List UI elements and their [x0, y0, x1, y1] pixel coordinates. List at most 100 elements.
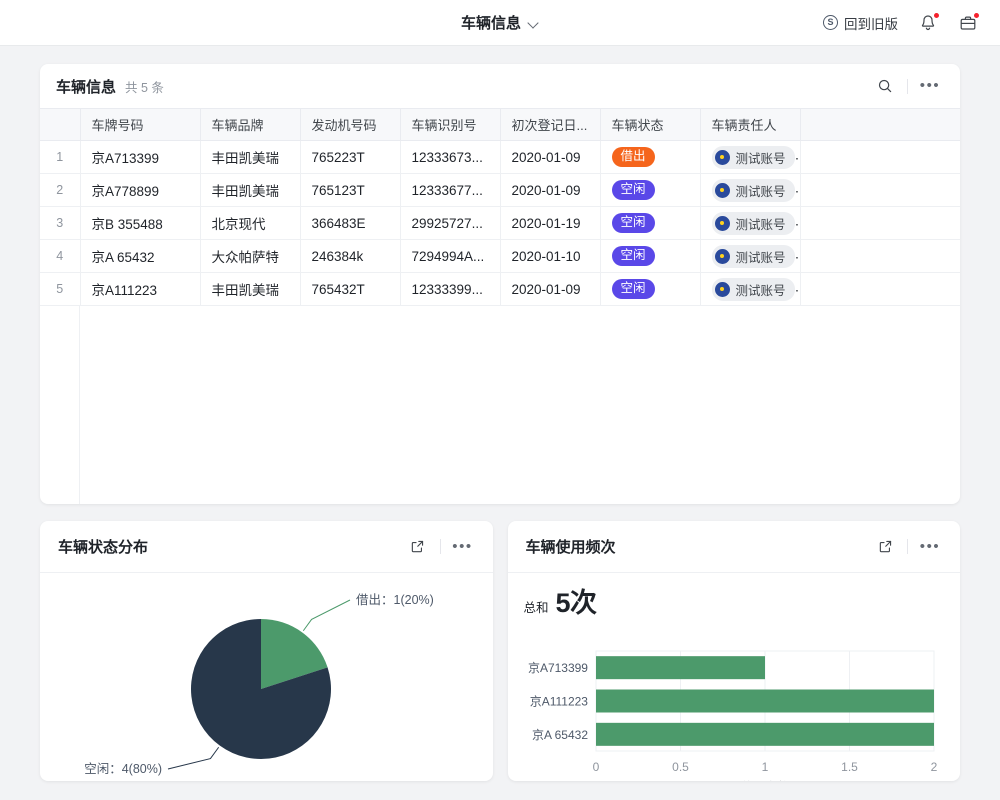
bar-x-axis-title: 使用次数 [740, 779, 788, 781]
search-button[interactable] [873, 74, 897, 98]
cell-brand: 丰田凯美瑞 [200, 173, 301, 207]
cell-engine: 765123T [300, 173, 401, 207]
cell-engine: 765223T [300, 140, 401, 174]
cell-brand: 丰田凯美瑞 [200, 140, 301, 174]
column-header-date[interactable]: 初次登记日... [500, 108, 601, 141]
cell-pad [800, 239, 960, 273]
bar-more-button[interactable]: ••• [918, 535, 942, 559]
workbench-button[interactable] [958, 11, 980, 33]
cell-plate: 京A111223 [80, 272, 201, 306]
usage-frequency-card: 车辆使用频次 ••• [507, 521, 960, 781]
owner-chip[interactable]: 测试账号 [711, 277, 795, 301]
owner-chip[interactable]: 测试账号 [711, 244, 795, 268]
cell-engine: 246384k [300, 239, 401, 273]
cell-owner: 测试账号 [700, 140, 801, 174]
table-row[interactable]: 2 京A778899 丰田凯美瑞 765123T 12333677... 2020-01-… [40, 173, 960, 207]
pie-card-title: 车辆状态分布 [58, 539, 149, 556]
cell-owner: 测试账号 [700, 206, 801, 240]
avatar [714, 149, 730, 165]
pie-chart[interactable]: 借出：1(20%) 空闲：4(80%) [40, 573, 493, 781]
search-icon [878, 79, 892, 93]
table-row[interactable]: 3 京B 355488 北京现代 366483E 29925727... 2020-01-… [40, 206, 960, 240]
cell-status: 空闲 [600, 206, 701, 240]
bar-chart-svg: 0 0.5 1 1.5 2 京A713399 京A111223 京A 65432 使用次数 [527, 650, 937, 781]
table-more-button[interactable]: ••• [918, 74, 942, 98]
back-to-legacy-button[interactable]: S 回到旧版 [823, 13, 898, 33]
status-badge: 空闲 [611, 180, 655, 200]
chevron-down-icon[interactable] [528, 18, 539, 29]
more-horizontal-icon: ••• [919, 77, 941, 94]
table-record-count: 共 5 条 [125, 80, 164, 95]
pie-header-divider [439, 539, 441, 554]
table-row[interactable]: 1 京A713399 丰田凯美瑞 765223T 12333673... 2020-01-… [40, 140, 960, 174]
cell-status: 空闲 [600, 272, 701, 306]
cell-date: 2020-01-10 [500, 239, 601, 273]
briefcase-icon [960, 16, 976, 30]
column-header-plate[interactable]: 车牌号码 [80, 108, 201, 141]
back-to-legacy-label: 回到旧版 [844, 16, 898, 32]
cell-engine: 765432T [300, 272, 401, 306]
expand-external-icon [411, 540, 424, 553]
table-row[interactable]: 5 京A111223 丰田凯美瑞 765432T 12333399... 2020-01-… [40, 272, 960, 306]
avatar [714, 182, 730, 198]
status-badge: 空闲 [611, 213, 655, 233]
pie-expand-button[interactable] [406, 535, 430, 559]
cell-pad [800, 173, 960, 207]
column-header-owner[interactable]: 车辆责任人 [700, 108, 801, 141]
status-badge: 空闲 [611, 279, 655, 299]
table-row[interactable]: 4 京A 65432 大众帕萨特 246384k 7294994A... 2020-01-… [40, 239, 960, 273]
status-distribution-card: 车辆状态分布 ••• [40, 521, 493, 781]
pie-slice-idle[interactable] [190, 619, 331, 759]
cell-plate: 京A 65432 [80, 239, 201, 273]
cell-status: 借出 [600, 140, 701, 174]
cell-index: 1 [40, 140, 81, 174]
column-header-index [40, 108, 81, 141]
avatar [714, 215, 730, 231]
cell-date: 2020-01-09 [500, 272, 601, 306]
column-header-status[interactable]: 车辆状态 [600, 108, 701, 141]
owner-chip[interactable]: 测试账号 [711, 211, 795, 235]
table-card-header: 车辆信息 共 5 条 ••• [40, 64, 960, 108]
table-empty-rest [80, 306, 960, 504]
cell-owner: 测试账号 [700, 173, 801, 207]
bar-x-tick: 0 [592, 760, 599, 774]
cell-date: 2020-01-09 [500, 140, 601, 174]
cell-plate: 京A713399 [80, 140, 201, 174]
pie-slice-borrowed[interactable] [261, 619, 328, 689]
cell-brand: 大众帕萨特 [200, 239, 301, 273]
avatar [714, 281, 730, 297]
cell-brand: 北京现代 [200, 206, 301, 240]
column-header-engine[interactable]: 发动机号码 [300, 108, 401, 141]
column-header-vin[interactable]: 车辆识别号 [400, 108, 501, 141]
bar-rect[interactable] [595, 722, 934, 746]
cell-index: 3 [40, 206, 81, 240]
charts-row: 车辆状态分布 ••• [40, 521, 960, 781]
table-empty-area [40, 306, 960, 504]
top-bar-actions: S 回到旧版 [823, 0, 1000, 45]
owner-chip[interactable]: 测试账号 [711, 178, 795, 202]
more-horizontal-icon: ••• [919, 537, 941, 555]
bar-rect[interactable] [595, 656, 765, 680]
bar-expand-button[interactable] [873, 535, 897, 559]
bar-x-tick: 2 [930, 760, 937, 774]
cell-index: 5 [40, 272, 81, 306]
cell-pad [800, 206, 960, 240]
pie-label: 空闲：4(80%) [84, 762, 162, 776]
page-content: 车辆信息 共 5 条 ••• [0, 46, 1000, 781]
table-header-row: 车牌号码 车辆品牌 发动机号码 车辆识别号 初次登记日... 车辆状态 车辆责任… [40, 108, 960, 141]
header-divider [907, 78, 908, 94]
notifications-button[interactable] [918, 11, 940, 33]
column-header-brand[interactable]: 车辆品牌 [200, 108, 301, 141]
bar-rect[interactable] [595, 689, 934, 713]
cell-vin: 29925727... [400, 206, 501, 240]
pie-card-header: 车辆状态分布 ••• [40, 521, 493, 573]
avatar [714, 248, 730, 264]
pie-more-button[interactable]: ••• [451, 535, 475, 559]
bar-category-label: 京A 65432 [531, 728, 587, 742]
vehicle-table-card: 车辆信息 共 5 条 ••• [40, 64, 960, 504]
bar-category-label: 京A111223 [529, 695, 588, 709]
owner-chip[interactable]: 测试账号 [711, 145, 795, 169]
cell-plate: 京B 355488 [80, 206, 201, 240]
refresh-circle-icon: S [823, 15, 838, 30]
app-title-dropdown[interactable]: 车辆信息 [0, 12, 1000, 33]
